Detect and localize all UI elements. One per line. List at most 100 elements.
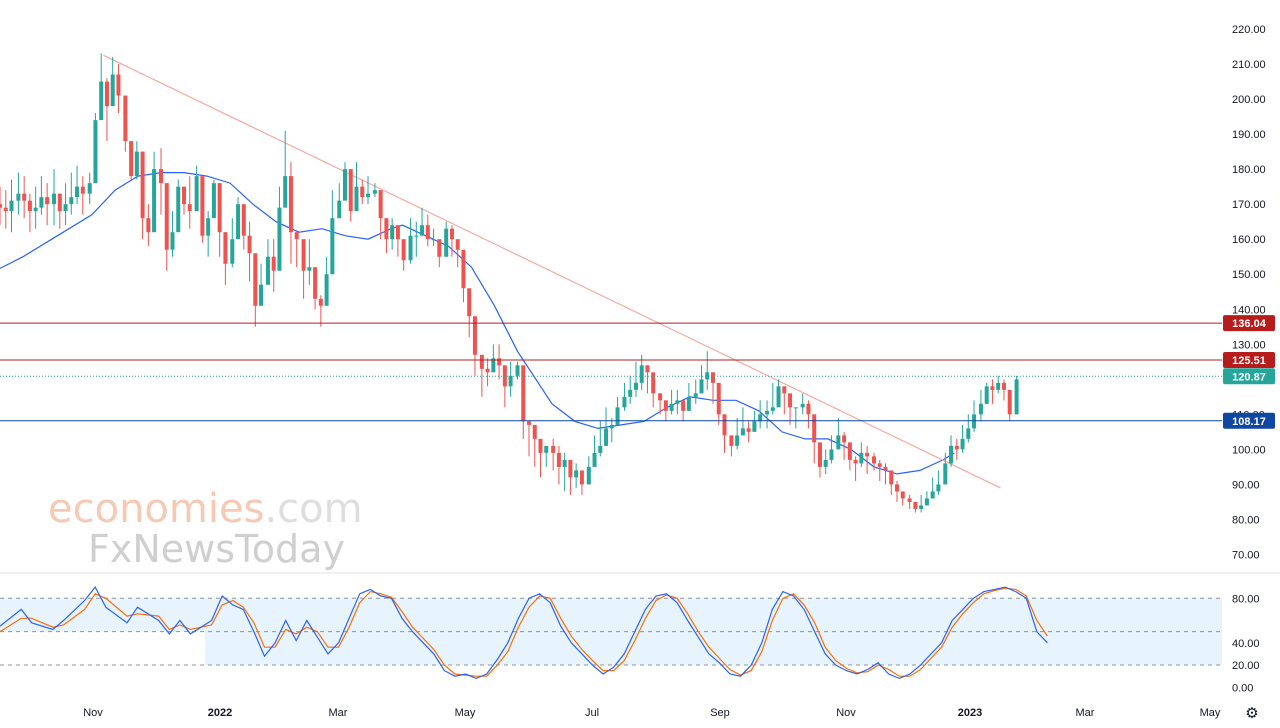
candle (966, 414, 971, 443)
watermark: economies.com FxNewsToday (48, 486, 363, 571)
candle (782, 386, 787, 415)
gear-icon[interactable]: ⚙ (1245, 704, 1259, 722)
candle (579, 470, 584, 495)
candle-body (556, 452, 561, 467)
price-level-badge: 120.87 (1223, 368, 1275, 385)
price-tick-label: 100.00 (1232, 444, 1266, 456)
candle-body (735, 435, 740, 446)
candle-body (123, 95, 128, 142)
candle-body (669, 403, 674, 411)
candle (907, 494, 912, 509)
time-axis[interactable]: Nov 2022 Mar May Jul Sep Nov 2023 Mar May (83, 707, 1221, 719)
candle (384, 218, 389, 254)
candle-body (972, 414, 977, 429)
candle-body (872, 456, 876, 464)
candle-body (847, 442, 852, 460)
candle-body (574, 470, 579, 478)
price-level-badge-label: 125.51 (1232, 355, 1266, 367)
candle-body (996, 382, 1001, 390)
candle-body (69, 197, 74, 205)
candle (776, 379, 781, 408)
candle (247, 221, 252, 282)
price-level-badge-bg (1223, 412, 1275, 429)
candle (633, 361, 638, 397)
candle (645, 365, 650, 394)
candle (568, 459, 573, 495)
candle (954, 438, 959, 460)
candle (622, 382, 627, 411)
candle-body (52, 193, 57, 205)
candle-body (330, 218, 335, 275)
candle-body (889, 470, 894, 485)
candle (675, 389, 680, 415)
candle (110, 57, 115, 107)
candle-body (75, 186, 80, 198)
candle (194, 165, 199, 212)
candle (889, 470, 894, 495)
price-axis[interactable]: 220.00 210.00 200.00 190.00 180.00 170.00 160.… (1232, 24, 1266, 561)
moving-average (0, 172, 955, 475)
candle-body (420, 225, 425, 236)
candle-body (461, 249, 466, 289)
candle-body (788, 393, 793, 408)
candle (75, 165, 80, 205)
candle-body (758, 414, 763, 422)
candle-body (110, 74, 115, 107)
candle-body (211, 183, 216, 219)
candle-body (134, 151, 139, 177)
candle (521, 365, 526, 439)
candle (223, 232, 228, 285)
candle (372, 183, 377, 198)
candle (817, 442, 822, 478)
price-levels[interactable] (0, 322, 1222, 422)
time-tick-label: Nov (836, 707, 856, 719)
stochastic-tick-label: 40.00 (1232, 638, 1260, 650)
candle (343, 162, 347, 201)
trendline[interactable] (103, 54, 1001, 489)
candle (348, 169, 353, 222)
candle-body (936, 484, 941, 492)
candle-body (538, 438, 543, 453)
price-level-badge-label: 120.87 (1232, 371, 1266, 383)
time-tick-label: Sep (710, 707, 730, 719)
price-tick-label: 180.00 (1232, 164, 1266, 176)
candle (497, 344, 502, 380)
price-level-badge: 108.17 (1223, 412, 1275, 429)
candle-body (675, 400, 680, 404)
candle (211, 179, 216, 219)
candle (420, 207, 425, 236)
candle-body (722, 414, 727, 436)
candle-body (431, 239, 436, 241)
candle (253, 253, 258, 327)
watermark-dotcom: .com (264, 486, 362, 532)
candle (919, 494, 924, 513)
candle (508, 361, 513, 397)
candle (39, 176, 44, 215)
candle-body (645, 365, 650, 373)
price-level-badge: 125.51 (1223, 352, 1275, 369)
candle (283, 130, 288, 208)
price-tick-label: 70.00 (1232, 549, 1260, 561)
candle-body (27, 200, 32, 212)
time-tick-label: 2023 (958, 707, 982, 719)
stochastic-axis[interactable]: 80.00 40.00 20.00 0.00 (1232, 593, 1260, 694)
candle-body (22, 193, 27, 201)
price-tick-label: 200.00 (1232, 94, 1266, 106)
candle-body (99, 81, 104, 121)
candle (129, 141, 134, 180)
candle-body (681, 400, 686, 411)
candle-body (651, 372, 656, 394)
candle (146, 204, 151, 247)
candle (479, 354, 484, 397)
candle-body (515, 365, 520, 376)
candle-body (187, 204, 192, 212)
trendline-segment (103, 54, 1001, 489)
candle (978, 389, 983, 422)
candle (455, 239, 460, 268)
candle-body (152, 169, 157, 233)
candle-body (711, 372, 715, 383)
candle (752, 410, 757, 432)
candle (758, 400, 763, 429)
stochastic-tick-label: 80.00 (1232, 593, 1260, 605)
